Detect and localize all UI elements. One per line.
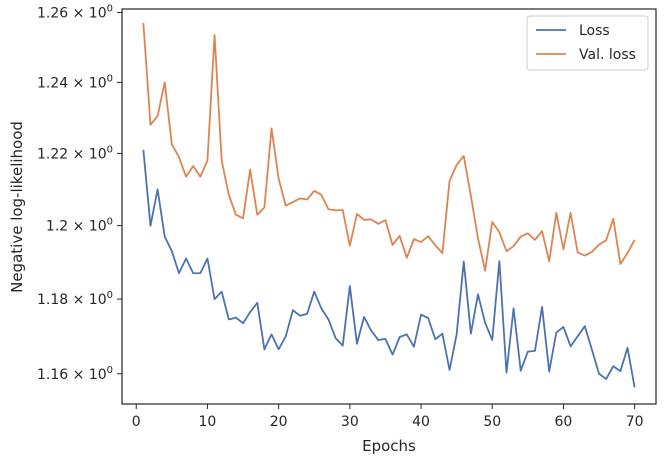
y-tick-label: 1.18 × 100 xyxy=(37,290,113,308)
x-tick-label: 30 xyxy=(341,414,359,430)
x-tick-label: 10 xyxy=(199,414,217,430)
x-tick-label: 70 xyxy=(626,414,644,430)
x-tick-label: 50 xyxy=(483,414,501,430)
series-layer xyxy=(142,22,636,388)
y-tick-label: 1.22 × 100 xyxy=(37,144,113,162)
x-tick-label: 20 xyxy=(270,414,288,430)
y-tick-label: 1.26 × 100 xyxy=(37,3,113,21)
y-tick-label: 1.2 × 100 xyxy=(46,217,113,235)
legend-label-val-loss: Val. loss xyxy=(579,47,636,63)
x-tick-label: 0 xyxy=(132,414,141,430)
x-axis-label: Epochs xyxy=(362,437,416,455)
legend: Loss Val. loss xyxy=(526,15,649,71)
x-axis-ticks: 0 10 20 30 40 50 60 70 xyxy=(132,404,644,430)
y-axis-ticks: 1.16 × 100 1.18 × 100 1.2 × 100 1.22 × 100 1… xyxy=(37,3,122,383)
series-val-loss-line xyxy=(142,22,636,272)
y-tick-label: 1.16 × 100 xyxy=(37,365,113,383)
x-tick-label: 60 xyxy=(555,414,573,430)
plot-frame xyxy=(121,8,657,405)
series-loss-line xyxy=(142,149,636,388)
y-tick-label: 1.24 × 100 xyxy=(37,73,113,91)
y-axis-label: Negative log-likelihood xyxy=(8,121,26,293)
legend-label-loss: Loss xyxy=(579,23,610,39)
x-tick-label: 40 xyxy=(412,414,430,430)
